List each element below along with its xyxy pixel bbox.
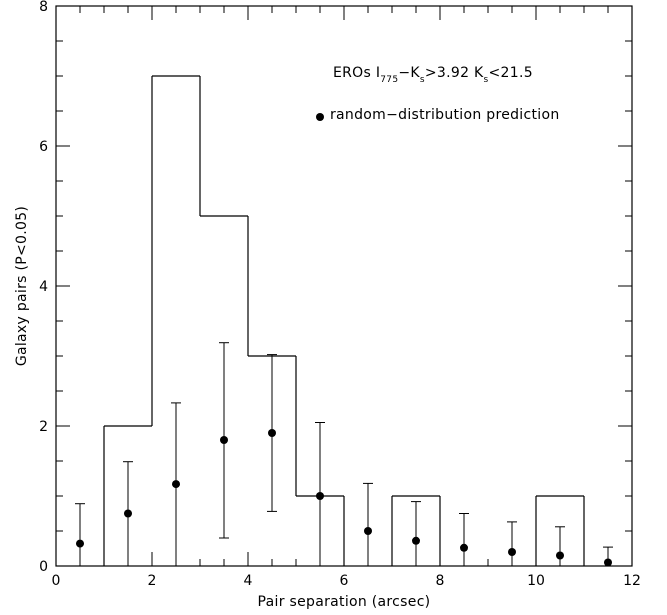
x-tick-label: 12 (623, 573, 641, 589)
x-tick-label: 10 (527, 573, 545, 589)
prediction-points (76, 429, 612, 567)
prediction-point (124, 509, 132, 518)
prediction-point (316, 492, 324, 500)
plot-frame (55, 5, 633, 567)
prediction-point (508, 548, 516, 556)
y-tick-label: 6 (39, 139, 48, 155)
prediction-point (268, 429, 276, 437)
x-axis-label: Pair separation (arcsec) (258, 594, 431, 610)
x-tick-label: 4 (244, 573, 253, 589)
axis-ticks (55, 5, 633, 567)
x-tick-label: 6 (340, 573, 349, 589)
prediction-point (556, 551, 564, 560)
legend-label: random−distribution prediction (330, 107, 560, 123)
y-tick-label: 2 (39, 419, 48, 435)
prediction-point (460, 543, 468, 552)
x-tick-label: 2 (148, 573, 157, 589)
prediction-point (172, 480, 180, 489)
tick-labels: 0 2 4 6 8 10 12 0 2 4 6 8 (39, 0, 641, 589)
x-tick-label: 8 (436, 573, 445, 589)
y-tick-label: 8 (39, 0, 48, 15)
x-tick-label: 0 (52, 573, 61, 589)
y-tick-label: 4 (39, 279, 48, 295)
prediction-point (76, 539, 84, 548)
legend-marker (316, 113, 324, 121)
prediction-point (412, 536, 420, 545)
selection-annotation: EROs I775−Ks>3.92 Ks<21.5 (333, 65, 533, 85)
y-tick-label: 0 (39, 559, 48, 575)
y-axis-label: Galaxy pairs (P<0.05) (14, 206, 30, 366)
prediction-point (364, 527, 372, 535)
prediction-point (604, 558, 612, 567)
prediction-point (220, 436, 228, 444)
